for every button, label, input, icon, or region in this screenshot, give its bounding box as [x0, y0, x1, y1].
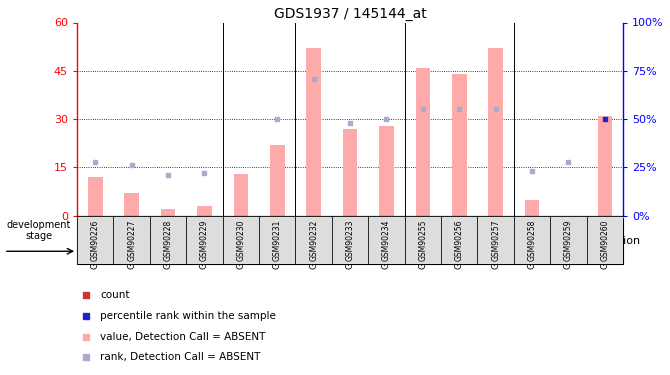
Text: GSM90230: GSM90230: [237, 219, 245, 261]
Bar: [478, 216, 514, 264]
Text: GSM90228: GSM90228: [163, 219, 173, 261]
Bar: [369, 216, 405, 264]
Text: GSM90259: GSM90259: [564, 219, 573, 261]
Bar: [77, 216, 113, 264]
Bar: [88, 177, 103, 216]
Bar: [441, 216, 478, 264]
Bar: [550, 216, 587, 264]
Text: end of gastrulation: end of gastrulation: [533, 236, 640, 246]
Bar: [161, 209, 176, 216]
Bar: [343, 129, 357, 216]
Bar: [222, 217, 295, 264]
Bar: [306, 48, 321, 216]
Text: value, Detection Call = ABSENT: value, Detection Call = ABSENT: [100, 332, 266, 342]
Bar: [259, 216, 295, 264]
Text: GSM90257: GSM90257: [491, 219, 500, 261]
Text: GSM90226: GSM90226: [90, 219, 100, 261]
Bar: [222, 216, 259, 264]
Title: GDS1937 / 145144_at: GDS1937 / 145144_at: [274, 8, 426, 21]
Bar: [379, 126, 394, 216]
Bar: [332, 216, 368, 264]
Bar: [77, 217, 222, 264]
Text: GSM90260: GSM90260: [600, 219, 610, 261]
Text: GSM90234: GSM90234: [382, 219, 391, 261]
Bar: [452, 74, 466, 216]
Text: fast phase of
cellularization: fast phase of cellularization: [329, 230, 407, 252]
Bar: [405, 217, 514, 264]
Text: GSM90231: GSM90231: [273, 219, 282, 261]
Bar: [234, 174, 248, 216]
Bar: [270, 145, 285, 216]
Bar: [488, 48, 503, 216]
Text: GSM90232: GSM90232: [309, 219, 318, 261]
Bar: [514, 217, 623, 264]
Bar: [295, 217, 405, 264]
Bar: [113, 216, 150, 264]
Bar: [295, 216, 332, 264]
Text: GSM90229: GSM90229: [200, 219, 209, 261]
Text: GSM90256: GSM90256: [455, 219, 464, 261]
Bar: [405, 216, 441, 264]
Bar: [415, 68, 430, 216]
Text: count: count: [100, 290, 130, 300]
Text: GSM90227: GSM90227: [127, 219, 136, 261]
Text: before zygotic
transcription: before zygotic transcription: [129, 230, 208, 252]
Text: development stage: development stage: [6, 220, 71, 242]
Bar: [514, 216, 550, 264]
Bar: [186, 216, 222, 264]
Bar: [197, 206, 212, 216]
Text: GSM90233: GSM90233: [346, 219, 354, 261]
Text: slow phase of
cellularization: slow phase of cellularization: [243, 230, 312, 252]
Bar: [587, 216, 623, 264]
Text: GSM90258: GSM90258: [527, 219, 537, 261]
Bar: [598, 116, 612, 216]
Bar: [525, 200, 539, 216]
Text: rank, Detection Call = ABSENT: rank, Detection Call = ABSENT: [100, 352, 261, 362]
Text: beginning of
gastrulation: beginning of gastrulation: [442, 230, 513, 252]
Bar: [150, 216, 186, 264]
Bar: [125, 193, 139, 216]
Text: GSM90255: GSM90255: [418, 219, 427, 261]
Text: percentile rank within the sample: percentile rank within the sample: [100, 311, 276, 321]
